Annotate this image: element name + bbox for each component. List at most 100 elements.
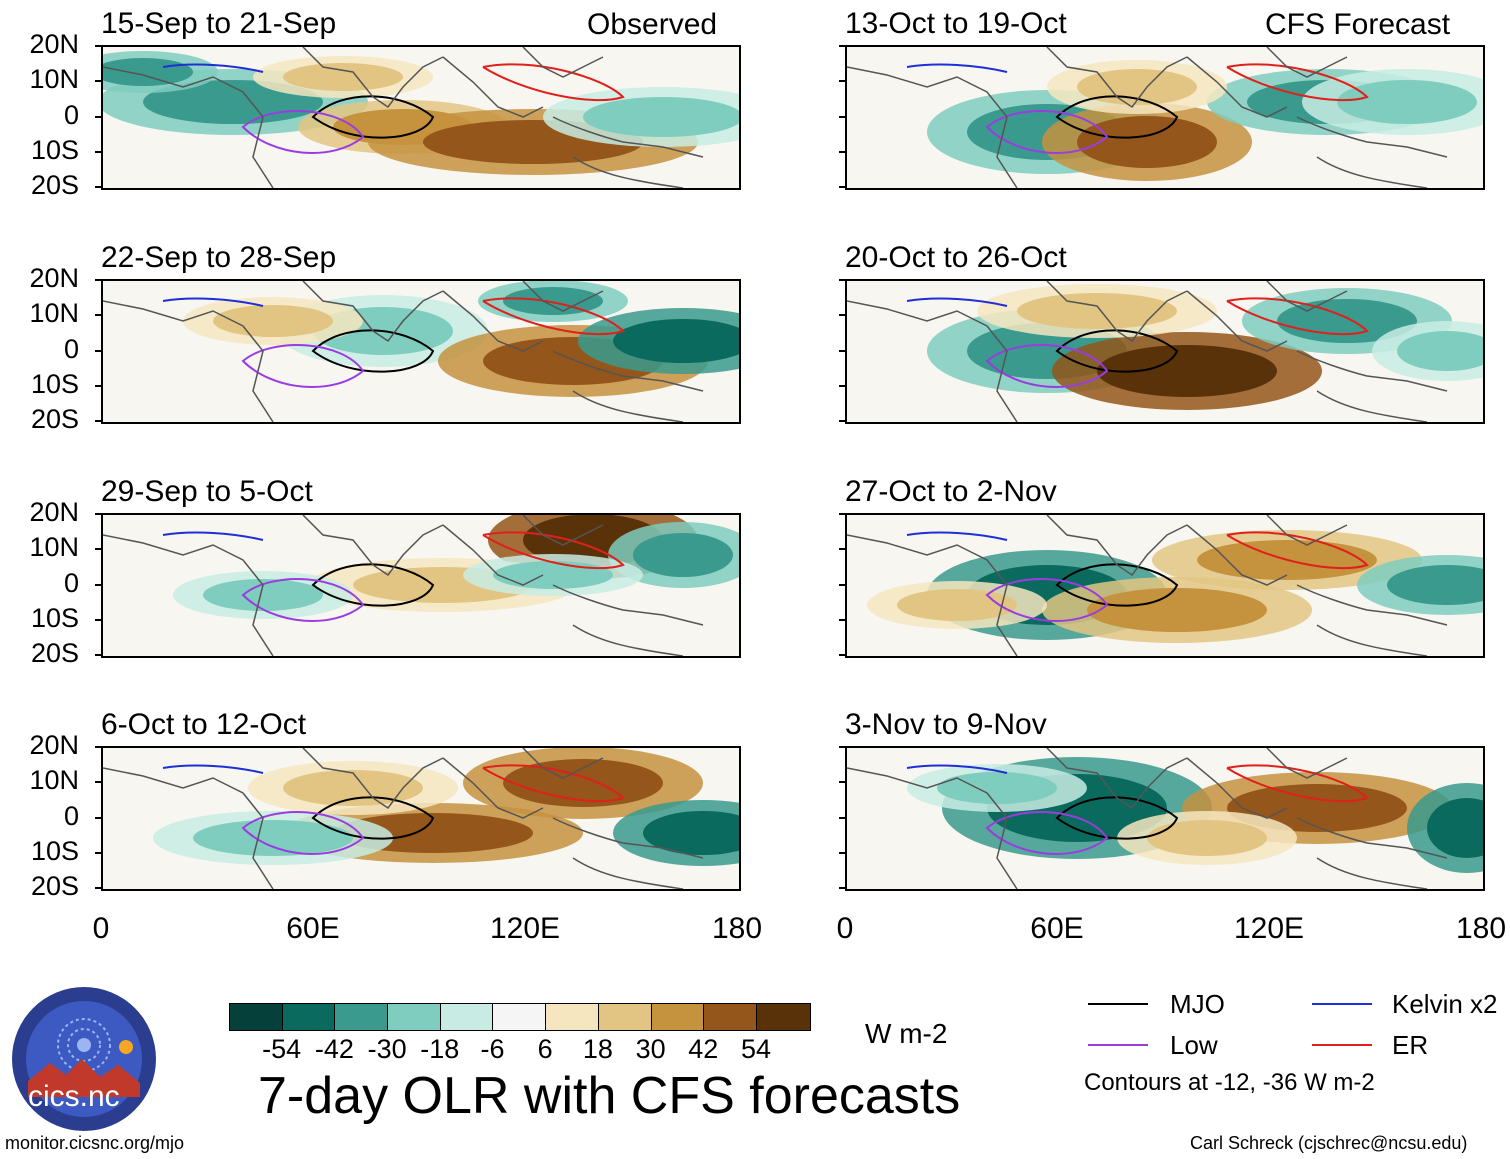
coastline (1316, 390, 1428, 422)
coastline (1266, 47, 1348, 78)
coastline (1186, 524, 1288, 586)
lat-tick (839, 420, 845, 422)
legend-line-kelvin (1312, 1003, 1372, 1005)
olr-anomaly-field (103, 47, 739, 188)
coastline (522, 748, 604, 779)
contour-line (1055, 796, 1179, 840)
colorbar-label: -42 (314, 1034, 354, 1064)
coastline (302, 281, 444, 343)
lat-tick-label: 10N (29, 64, 79, 95)
lat-tick-label: 20S (30, 170, 79, 200)
lon-tick-label: 0 (836, 912, 854, 945)
contour-line (241, 344, 365, 388)
anomaly-blob (1427, 798, 1483, 858)
olr-map (101, 746, 741, 891)
lat-tick-label: 20N (29, 497, 79, 527)
panel-title: 27-Oct to 2-Nov (845, 475, 1057, 508)
contour-line (162, 531, 264, 541)
lat-tick (95, 150, 101, 153)
contour-line (482, 297, 625, 336)
lat-tick (839, 279, 845, 281)
coastline (572, 156, 684, 188)
lat-tick (95, 746, 101, 748)
coastline (1316, 156, 1428, 188)
coastline (103, 300, 274, 422)
coastline (522, 281, 604, 312)
colorbar-swatch (651, 1004, 705, 1030)
coastline (1296, 116, 1448, 158)
coastline (1266, 515, 1348, 546)
lat-tick (95, 618, 101, 621)
anomaly-blob (897, 589, 1017, 621)
anomaly-blob (193, 820, 353, 856)
lat-tick (839, 548, 845, 551)
lat-tick (839, 781, 845, 784)
coastline (1046, 47, 1188, 109)
anomaly-blob (1097, 345, 1277, 397)
contour-line (906, 297, 1008, 307)
olr-map (845, 513, 1485, 658)
olr-map (101, 513, 741, 658)
lat-tick-label: 20S (30, 638, 79, 668)
coastline (847, 66, 1018, 188)
anomaly-blob (213, 305, 333, 337)
coastline (103, 534, 274, 656)
colorbar-swatch (546, 1004, 599, 1030)
lat-tick-label: 10S (30, 835, 79, 866)
panel-title: 6-Oct to 12-Oct (101, 708, 307, 741)
contour-line (482, 764, 625, 803)
colorbar-swatch (704, 1004, 757, 1030)
coastline (1186, 290, 1288, 352)
coastline (572, 624, 684, 656)
lat-tick (95, 314, 101, 317)
lat-tick (839, 115, 845, 118)
lon-tick-label: 120E (489, 912, 561, 945)
anomaly-blob (503, 759, 663, 807)
anomaly-blob (1397, 331, 1483, 371)
olr-map (845, 45, 1485, 190)
contour-line (985, 578, 1109, 622)
coastline (442, 290, 544, 352)
lat-tick-label: 0 (63, 99, 79, 130)
lat-tick (839, 513, 845, 515)
lat-tick (95, 851, 101, 854)
lat-tick-label: 0 (63, 567, 79, 598)
contour-line (1226, 531, 1369, 570)
colorbar-swatch (440, 1004, 494, 1030)
olr-map (845, 746, 1485, 891)
anomaly-blob (283, 63, 403, 91)
lat-tick (95, 186, 101, 188)
lat-tick (839, 45, 845, 47)
contour-line (1226, 764, 1369, 803)
olr-anomaly-field (103, 748, 739, 889)
coastline (442, 757, 544, 819)
coastline (552, 584, 704, 626)
olr-map (101, 279, 741, 424)
colorbar-label: -54 (262, 1034, 302, 1064)
coastline (847, 300, 1018, 422)
logo-text: cics.nc (28, 1080, 120, 1113)
lat-tick (839, 746, 845, 748)
contour-line (906, 531, 1008, 541)
lat-tick-label: 10S (30, 602, 79, 633)
lat-tick-label: 10S (30, 368, 79, 399)
coastline (302, 515, 444, 577)
panel-title: 29-Sep to 5-Oct (101, 475, 313, 508)
contour-line (162, 297, 264, 307)
lat-tick (839, 349, 845, 352)
contour-line (482, 531, 625, 570)
coastline (1266, 281, 1348, 312)
coastline (442, 524, 544, 586)
lon-tick-label: 120E (1233, 912, 1305, 945)
anomaly-blob (1077, 116, 1217, 168)
lat-tick-label: 20S (30, 871, 79, 901)
olr-anomaly-field (847, 47, 1483, 188)
coastline (1266, 748, 1348, 779)
contour-line (241, 578, 365, 622)
lat-tick-label: 10N (29, 298, 79, 329)
colorbar-label: -6 (480, 1034, 505, 1064)
lat-tick (95, 816, 101, 819)
coastline (522, 515, 604, 546)
contour-line (241, 811, 365, 855)
lat-tick (95, 887, 101, 889)
